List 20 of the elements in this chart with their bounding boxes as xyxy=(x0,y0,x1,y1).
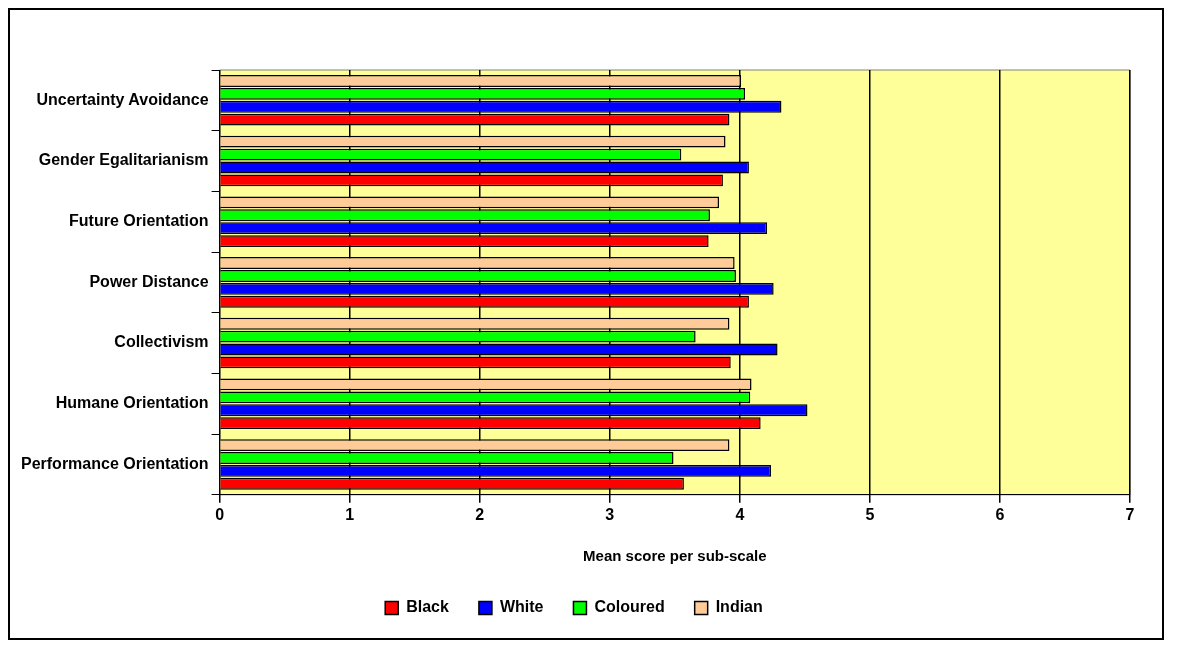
legend-label: Indian xyxy=(715,598,763,616)
x-axis-title: Mean score per sub-scale xyxy=(583,547,767,565)
x-tick-label: 6 xyxy=(995,505,1005,523)
x-tick-label: 4 xyxy=(735,505,745,523)
x-tick-label: 0 xyxy=(215,505,225,523)
x-tick-label: 7 xyxy=(1125,505,1135,523)
y-tick-label: Power Distance xyxy=(89,272,209,290)
y-tick-label: Humane Orientation xyxy=(55,394,209,412)
y-tick-label: Uncertainty Avoidance xyxy=(36,90,209,108)
y-tick-label: Performance Orientation xyxy=(20,454,209,472)
x-tick-label: 2 xyxy=(475,505,485,523)
x-tick-label: 3 xyxy=(605,505,615,523)
x-tick-label: 1 xyxy=(345,505,355,523)
legend-label: Coloured xyxy=(594,598,665,616)
legend-label: Black xyxy=(406,598,450,616)
legend-label: White xyxy=(499,598,544,616)
y-tick-label: Future Orientation xyxy=(69,212,209,230)
y-tick-label: Gender Egalitarianism xyxy=(38,151,209,169)
y-tick-label: Collectivism xyxy=(114,333,209,351)
x-tick-label: 5 xyxy=(865,505,875,523)
